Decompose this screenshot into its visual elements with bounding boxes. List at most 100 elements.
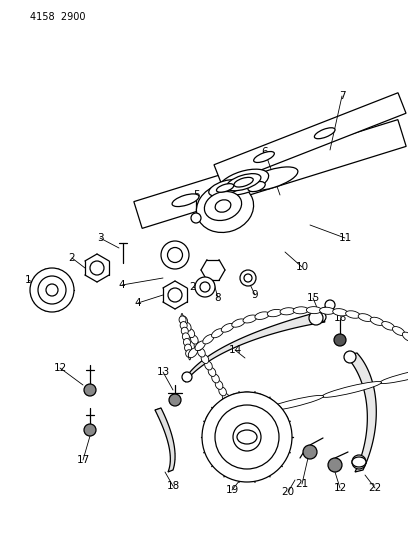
Ellipse shape [236, 419, 244, 428]
Circle shape [191, 213, 201, 223]
Circle shape [195, 277, 215, 297]
Ellipse shape [306, 306, 322, 313]
Text: 16: 16 [333, 313, 347, 323]
Circle shape [46, 284, 58, 296]
Ellipse shape [212, 374, 220, 383]
Ellipse shape [252, 422, 266, 430]
Ellipse shape [184, 338, 191, 346]
Circle shape [169, 394, 181, 406]
Ellipse shape [217, 184, 234, 192]
Circle shape [168, 288, 182, 302]
Ellipse shape [275, 421, 288, 428]
Ellipse shape [182, 333, 189, 341]
Ellipse shape [370, 317, 384, 326]
Ellipse shape [346, 311, 360, 318]
Ellipse shape [264, 422, 277, 429]
Ellipse shape [322, 382, 381, 398]
Ellipse shape [382, 321, 395, 330]
Ellipse shape [264, 395, 324, 411]
Ellipse shape [203, 335, 214, 344]
Text: 4: 4 [135, 298, 141, 308]
Ellipse shape [379, 368, 408, 384]
Ellipse shape [263, 397, 275, 407]
Text: 4: 4 [119, 280, 125, 290]
Ellipse shape [189, 353, 191, 360]
Text: 6: 6 [262, 147, 268, 157]
Ellipse shape [197, 348, 205, 357]
Ellipse shape [205, 361, 212, 370]
Ellipse shape [181, 313, 183, 320]
Ellipse shape [206, 421, 208, 427]
Ellipse shape [280, 308, 295, 315]
Ellipse shape [184, 322, 191, 331]
Ellipse shape [186, 350, 193, 358]
Circle shape [38, 276, 66, 304]
Ellipse shape [168, 247, 182, 262]
Ellipse shape [219, 387, 226, 396]
Ellipse shape [240, 392, 254, 399]
Ellipse shape [209, 180, 242, 196]
Ellipse shape [286, 421, 288, 427]
Ellipse shape [229, 406, 237, 415]
Ellipse shape [221, 324, 234, 332]
Circle shape [316, 312, 326, 322]
Text: 19: 19 [225, 485, 239, 495]
Ellipse shape [196, 183, 254, 232]
Text: 8: 8 [215, 293, 221, 303]
Text: 9: 9 [252, 290, 258, 300]
Text: 2: 2 [69, 253, 75, 263]
Ellipse shape [222, 393, 230, 402]
Circle shape [30, 268, 74, 312]
Ellipse shape [184, 344, 192, 352]
Ellipse shape [234, 177, 253, 187]
Text: 12: 12 [53, 363, 67, 373]
Text: 2: 2 [190, 282, 196, 292]
Ellipse shape [319, 307, 335, 314]
Ellipse shape [226, 174, 261, 191]
Ellipse shape [233, 413, 240, 422]
Ellipse shape [333, 309, 348, 316]
Ellipse shape [232, 319, 245, 327]
Ellipse shape [226, 400, 233, 409]
Ellipse shape [229, 393, 242, 401]
Circle shape [84, 384, 96, 396]
Ellipse shape [172, 194, 199, 207]
Text: 17: 17 [76, 455, 90, 465]
Ellipse shape [195, 341, 205, 351]
Ellipse shape [180, 316, 188, 325]
Ellipse shape [255, 312, 269, 319]
Ellipse shape [243, 315, 257, 323]
Ellipse shape [206, 409, 266, 425]
Ellipse shape [352, 457, 366, 467]
Circle shape [233, 423, 261, 451]
Ellipse shape [392, 327, 405, 335]
Polygon shape [185, 312, 325, 382]
Circle shape [303, 445, 317, 459]
Ellipse shape [267, 309, 282, 317]
Circle shape [328, 458, 342, 472]
Ellipse shape [280, 413, 289, 425]
Ellipse shape [237, 430, 257, 444]
Circle shape [90, 261, 104, 275]
Text: 14: 14 [228, 345, 242, 355]
Ellipse shape [315, 128, 335, 139]
Text: 12: 12 [333, 483, 347, 493]
Ellipse shape [208, 368, 216, 376]
Ellipse shape [273, 403, 283, 415]
Ellipse shape [254, 151, 274, 163]
Text: 11: 11 [338, 233, 352, 243]
Circle shape [309, 311, 323, 325]
Circle shape [240, 270, 256, 286]
Text: 7: 7 [339, 91, 345, 101]
Ellipse shape [161, 241, 189, 269]
Ellipse shape [402, 332, 408, 341]
Text: 22: 22 [368, 483, 381, 493]
Ellipse shape [201, 354, 209, 364]
Ellipse shape [188, 348, 198, 358]
Ellipse shape [187, 329, 195, 337]
Text: 10: 10 [295, 262, 308, 272]
Ellipse shape [245, 167, 298, 191]
Ellipse shape [205, 413, 214, 425]
Ellipse shape [179, 316, 186, 324]
Circle shape [244, 274, 252, 282]
